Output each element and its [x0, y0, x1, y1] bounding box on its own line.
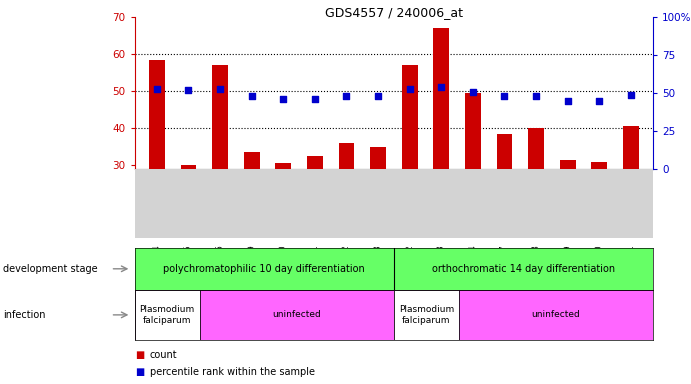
Point [246, 93, 257, 99]
Bar [401, 65, 417, 276]
Point [310, 96, 321, 102]
Bar [135, 290, 200, 340]
Text: infection: infection [3, 310, 46, 320]
Bar [307, 156, 323, 276]
Bar [528, 128, 544, 276]
Text: development stage: development stage [3, 264, 98, 274]
Point [183, 87, 194, 93]
Bar [433, 28, 449, 276]
Point [625, 91, 636, 98]
Bar [339, 143, 354, 276]
Bar [276, 164, 291, 276]
Bar [200, 290, 394, 340]
Bar [149, 60, 164, 276]
Text: ■: ■ [135, 350, 144, 360]
Point [531, 93, 542, 99]
Text: Plasmodium
falciparum: Plasmodium falciparum [140, 305, 195, 324]
Point [594, 98, 605, 104]
Bar [459, 290, 653, 340]
Point [341, 93, 352, 99]
Bar [623, 126, 638, 276]
Bar [212, 65, 228, 276]
Bar [394, 290, 459, 340]
Point [499, 93, 510, 99]
Point [278, 96, 289, 102]
Point [436, 84, 447, 90]
Text: uninfected: uninfected [531, 310, 580, 319]
Text: polychromatophilic 10 day differentiation: polychromatophilic 10 day differentiatio… [164, 264, 365, 274]
Text: Plasmodium
falciparum: Plasmodium falciparum [399, 305, 454, 324]
Point [404, 86, 415, 92]
Point [562, 98, 574, 104]
Text: count: count [150, 350, 178, 360]
Bar [560, 160, 576, 276]
Bar [465, 93, 481, 276]
Point [372, 93, 384, 99]
Point [467, 89, 478, 95]
Bar [180, 165, 196, 276]
Bar [370, 147, 386, 276]
Bar [497, 134, 512, 276]
Text: orthochromatic 14 day differentiation: orthochromatic 14 day differentiation [432, 264, 615, 274]
Text: percentile rank within the sample: percentile rank within the sample [150, 367, 315, 377]
Bar [244, 152, 260, 276]
Point [214, 86, 225, 92]
Bar [591, 162, 607, 276]
Text: uninfected: uninfected [272, 310, 321, 319]
Text: GDS4557 / 240006_at: GDS4557 / 240006_at [325, 6, 463, 19]
Point [151, 86, 162, 92]
Text: ■: ■ [135, 367, 144, 377]
